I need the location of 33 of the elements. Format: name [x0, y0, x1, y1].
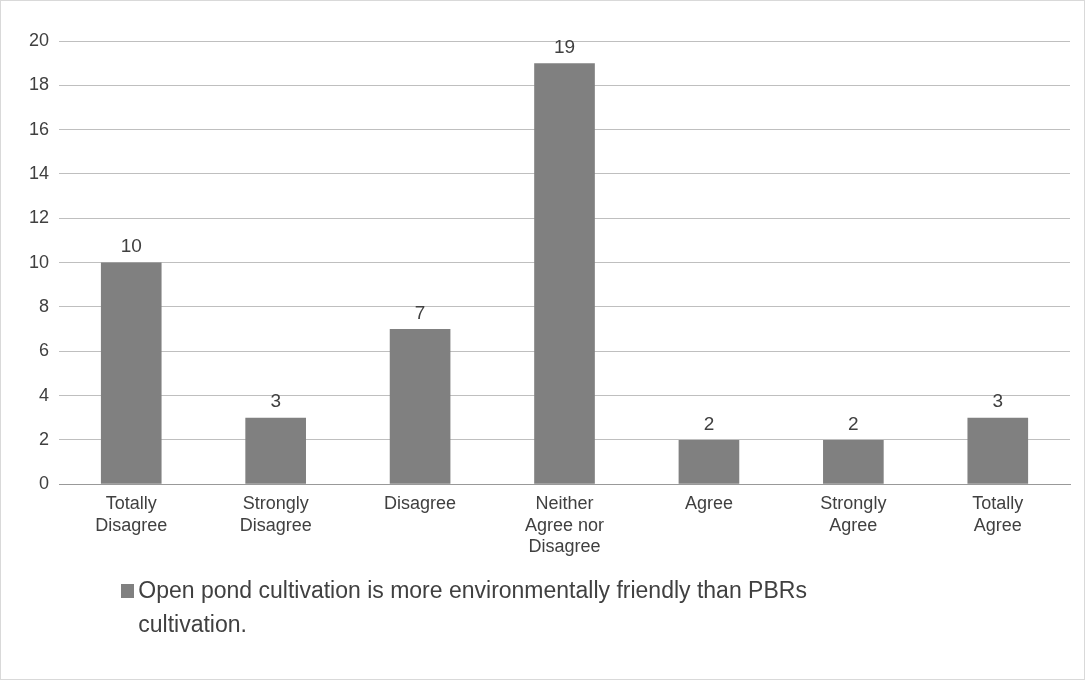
y-tick-label: 14 [28, 162, 50, 183]
data-label: 19 [553, 35, 576, 57]
legend-label: Open pond cultivation is more environmentally friendly than PBRs cultivation. [138, 576, 808, 639]
bar [534, 63, 595, 484]
bar [100, 262, 162, 484]
y-tick-label: 16 [28, 118, 50, 139]
y-tick-label: 10 [28, 251, 50, 272]
x-tick-label: Strongly Disagree [239, 492, 312, 535]
y-tick-label: 4 [39, 384, 50, 405]
y-tick-label: 6 [39, 340, 50, 361]
x-tick-label: Totally Agree [972, 492, 1024, 535]
data-label: 3 [270, 390, 281, 412]
bar [389, 329, 451, 484]
bar [823, 439, 884, 484]
y-tick-label: 0 [39, 473, 50, 494]
bar [967, 417, 1029, 484]
y-tick-label: 18 [28, 74, 50, 95]
y-tick-label: 8 [39, 295, 50, 316]
x-tick-label: Neither Agree nor Disagree [524, 492, 605, 557]
x-tick-label: Totally Disagree [95, 492, 168, 535]
y-tick-label: 20 [28, 29, 50, 50]
data-label: 7 [414, 301, 426, 323]
x-tick-label: Strongly Agree [820, 492, 887, 535]
y-tick-label: 2 [39, 428, 50, 449]
data-label: 2 [848, 412, 859, 434]
data-label: 3 [992, 390, 1004, 412]
x-tick-label: Disagree [384, 492, 457, 513]
bar [678, 439, 740, 484]
data-label: 10 [120, 235, 142, 257]
data-label: 2 [703, 412, 715, 434]
bar [245, 417, 306, 484]
y-tick-label: 12 [28, 207, 50, 228]
x-tick-label: Agree [684, 492, 733, 513]
